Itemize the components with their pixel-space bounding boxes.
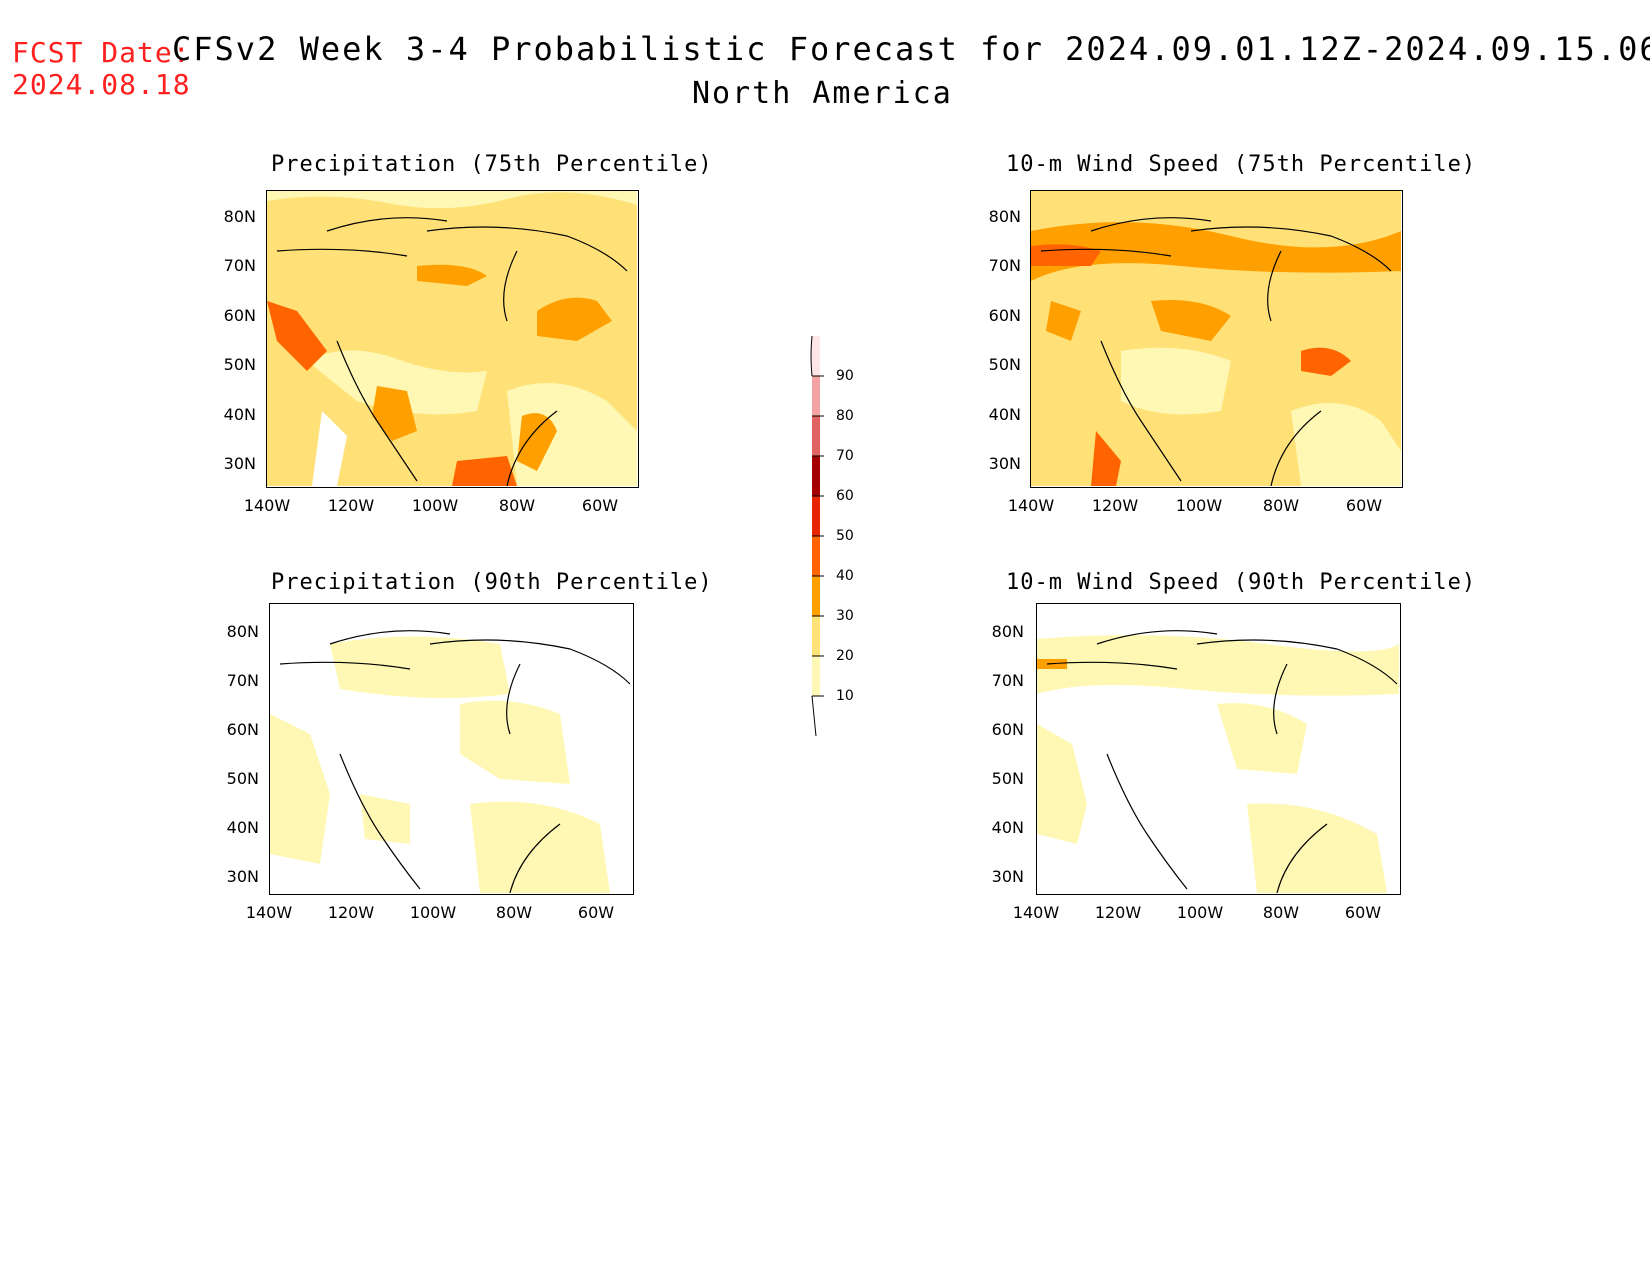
lat-label: 40N: [226, 818, 259, 837]
lon-label: 60W: [581, 496, 619, 515]
lat-label: 80N: [226, 622, 259, 641]
lat-label: 50N: [226, 769, 259, 788]
lat-label: 40N: [988, 405, 1021, 424]
colorbar-label: 50: [836, 528, 854, 544]
lon-label: 80W: [495, 903, 533, 922]
page-title: CFSv2 Week 3-4 Probabilistic Forecast fo…: [172, 30, 1650, 68]
lon-label: 100W: [1176, 903, 1224, 922]
lat-label: 70N: [223, 256, 256, 275]
lon-label: 120W: [1091, 496, 1139, 515]
colorbar-label: 20: [836, 648, 854, 664]
colorbar-label: 40: [836, 568, 854, 584]
fcst-date-label: FCST Date:: [12, 36, 191, 69]
panel-title-precip75: Precipitation (75th Percentile): [271, 152, 713, 177]
lon-label: 140W: [1007, 496, 1055, 515]
colorbar-label: 90: [836, 368, 854, 384]
colorbar-label: 30: [836, 608, 854, 624]
lat-label: 80N: [988, 207, 1021, 226]
lon-label: 60W: [577, 903, 615, 922]
colorbar: [808, 335, 828, 737]
lon-label: 140W: [243, 496, 291, 515]
map-precip90: [269, 603, 634, 895]
lon-label: 120W: [327, 903, 375, 922]
lat-label: 50N: [988, 355, 1021, 374]
lon-label: 80W: [498, 496, 536, 515]
map-wind90: [1036, 603, 1401, 895]
panel-title-wind90: 10-m Wind Speed (90th Percentile): [1006, 570, 1477, 595]
panel-title-precip90: Precipitation (90th Percentile): [271, 570, 713, 595]
colorbar-label: 80: [836, 408, 854, 424]
lat-label: 70N: [991, 671, 1024, 690]
lon-label: 80W: [1262, 496, 1300, 515]
lon-label: 100W: [411, 496, 459, 515]
lat-label: 60N: [226, 720, 259, 739]
lon-label: 80W: [1262, 903, 1300, 922]
lon-label: 140W: [1012, 903, 1060, 922]
fcst-date-value: 2024.08.18: [12, 68, 191, 101]
colorbar-label: 70: [836, 448, 854, 464]
lat-label: 60N: [991, 720, 1024, 739]
map-precip75: [266, 190, 639, 488]
colorbar-label: 10: [836, 688, 854, 704]
lat-label: 70N: [226, 671, 259, 690]
page-subtitle: North America: [692, 76, 953, 111]
lon-label: 60W: [1344, 903, 1382, 922]
lat-label: 50N: [223, 355, 256, 374]
lat-label: 80N: [991, 622, 1024, 641]
lon-label: 60W: [1345, 496, 1383, 515]
lat-label: 30N: [988, 454, 1021, 473]
lat-label: 30N: [223, 454, 256, 473]
lon-label: 100W: [1175, 496, 1223, 515]
map-wind75: [1030, 190, 1403, 488]
lat-label: 60N: [223, 306, 256, 325]
lon-label: 140W: [245, 903, 293, 922]
lat-label: 50N: [991, 769, 1024, 788]
lon-label: 100W: [409, 903, 457, 922]
colorbar-label: 60: [836, 488, 854, 504]
lat-label: 30N: [991, 867, 1024, 886]
lat-label: 40N: [223, 405, 256, 424]
lat-label: 40N: [991, 818, 1024, 837]
panel-title-wind75: 10-m Wind Speed (75th Percentile): [1006, 152, 1477, 177]
lat-label: 70N: [988, 256, 1021, 275]
lat-label: 80N: [223, 207, 256, 226]
lat-label: 30N: [226, 867, 259, 886]
lon-label: 120W: [327, 496, 375, 515]
lat-label: 60N: [988, 306, 1021, 325]
lon-label: 120W: [1094, 903, 1142, 922]
